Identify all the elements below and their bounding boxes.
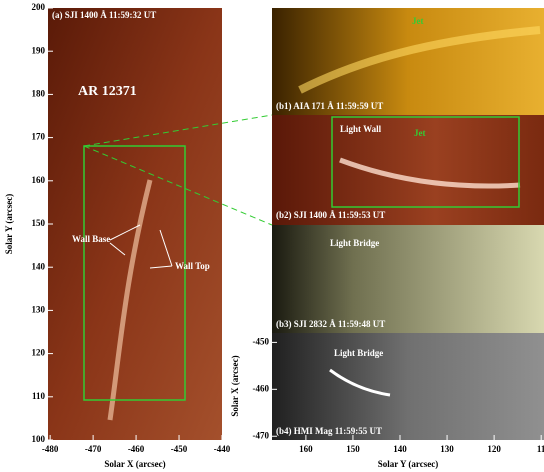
- y-tick-label: 160: [32, 175, 46, 185]
- image-a: [48, 8, 222, 440]
- annotation: Light Bridge: [330, 238, 379, 248]
- x-tick-label: -480: [42, 444, 59, 454]
- panel-title: (b1) AIA 171 Å 11:59:59 UT: [276, 101, 383, 111]
- y-tick-label: 100: [32, 434, 46, 444]
- y-tick-label: -450: [253, 336, 270, 346]
- figure: (a) SJI 1400 Å 11:59:32 UT AR 12371 Wall…: [0, 0, 544, 472]
- panel-title: (a) SJI 1400 Å 11:59:32 UT: [52, 10, 156, 20]
- y-tick-label: 180: [32, 88, 46, 98]
- y-tick-label: 200: [32, 2, 46, 12]
- annotation: Light Wall: [340, 124, 382, 134]
- x-tick-label: 140: [393, 444, 407, 454]
- y-axis-label: Solar X (arcsec): [230, 355, 240, 416]
- annotation: Light Bridge: [334, 348, 383, 358]
- region-label: AR 12371: [78, 84, 137, 99]
- panel-title: (b2) SJI 1400 Å 11:59:53 UT: [276, 210, 385, 220]
- y-tick-label: 140: [32, 261, 46, 271]
- annotation: Wall Base: [72, 234, 110, 244]
- image-b3: [272, 225, 544, 333]
- y-tick-label: 150: [32, 218, 46, 228]
- y-axis-label: Solar Y (arcsec): [4, 194, 14, 254]
- image-b1: [272, 8, 544, 115]
- image-b4: [272, 333, 544, 440]
- panel-title: (b4) HMI Mag 11:59:55 UT: [276, 426, 382, 436]
- x-tick-label: 120: [487, 444, 501, 454]
- x-tick-label: 130: [440, 444, 454, 454]
- y-tick-label: 110: [32, 391, 46, 401]
- y-tick-label: 130: [32, 304, 46, 314]
- x-axis-label: Solar Y (arcsec): [378, 459, 438, 469]
- x-tick-label: -450: [171, 444, 188, 454]
- y-tick-label: 170: [32, 132, 46, 142]
- annotation: Wall Top: [175, 261, 210, 271]
- y-tick-label: -460: [253, 383, 270, 393]
- panel-title: (b3) SJI 2832 Å 11:59:48 UT: [276, 319, 385, 329]
- y-tick-label: 190: [32, 45, 46, 55]
- x-tick-label: 150: [346, 444, 360, 454]
- image-b2: [272, 115, 544, 225]
- x-axis-label: Solar X (arcsec): [104, 459, 165, 469]
- annotation: Jet: [412, 16, 424, 26]
- x-tick-label: 160: [299, 444, 313, 454]
- x-tick-label: 11: [537, 444, 544, 454]
- y-tick-label: -470: [253, 430, 270, 440]
- annotation: Jet: [414, 128, 426, 138]
- x-tick-label: -470: [85, 444, 102, 454]
- x-tick-label: -460: [128, 444, 145, 454]
- y-tick-label: 120: [32, 348, 46, 358]
- x-tick-label: -440: [214, 444, 231, 454]
